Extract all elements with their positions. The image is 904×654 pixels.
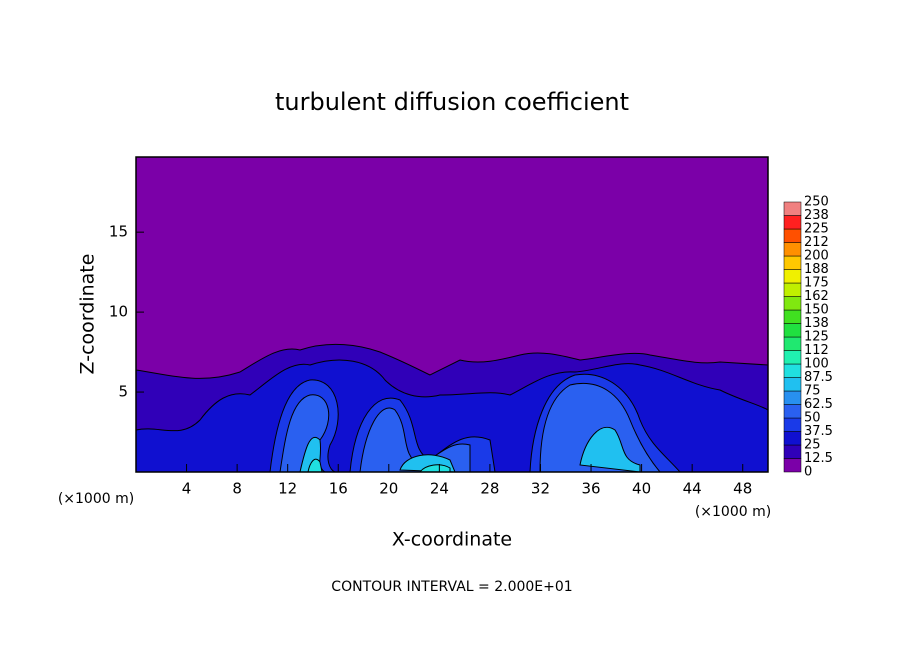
colorbar-label: 212 — [804, 235, 829, 250]
colorbar-cell — [783, 269, 802, 284]
x-tick-label: 44 — [683, 480, 702, 498]
colorbar-cell — [783, 431, 802, 446]
colorbar-label: 225 — [804, 222, 829, 237]
contour-note: CONTOUR INTERVAL = 2.000E+01 — [331, 579, 572, 595]
chart-title: turbulent diffusion coefficient — [275, 88, 629, 116]
y-unit: (×1000 m) — [58, 491, 134, 507]
y-tick-label: 10 — [109, 303, 128, 321]
colorbar-label: 62.5 — [804, 397, 833, 412]
colorbar-label: 175 — [804, 276, 829, 291]
colorbar-label: 112 — [804, 343, 829, 358]
colorbar-cell — [783, 282, 802, 297]
colorbar-cell — [783, 215, 802, 230]
colorbar-label: 0 — [804, 465, 812, 480]
x-tick-label: 36 — [581, 480, 600, 498]
colorbar-cell — [783, 201, 802, 216]
colorbar-label: 138 — [804, 316, 829, 331]
x-tick-label: 4 — [182, 480, 192, 498]
plot-frame — [135, 156, 769, 473]
x-tick-label: 32 — [531, 480, 550, 498]
x-tick-label: 48 — [733, 480, 752, 498]
colorbar-label: 250 — [804, 195, 829, 210]
colorbar-label: 150 — [804, 303, 829, 318]
colorbar-cell — [783, 242, 802, 257]
x-axis-label: X-coordinate — [392, 529, 512, 551]
colorbar-cell — [783, 336, 802, 351]
colorbar-label: 200 — [804, 249, 829, 264]
colorbar-label: 100 — [804, 357, 829, 372]
colorbar-label: 25 — [804, 438, 821, 453]
colorbar-label: 50 — [804, 411, 821, 426]
colorbar-cell — [783, 377, 802, 392]
x-unit: (×1000 m) — [695, 504, 771, 520]
contour-region — [279, 383, 662, 473]
colorbar-label: 87.5 — [804, 370, 833, 385]
colorbar-label: 188 — [804, 262, 829, 277]
x-tick-label: 24 — [430, 480, 449, 498]
x-tick-label: 16 — [329, 480, 348, 498]
colorbar-cell — [783, 404, 802, 419]
colorbar-cell — [783, 309, 802, 324]
y-axis-label: Z-coordinate — [77, 254, 99, 375]
colorbar-label: 125 — [804, 330, 829, 345]
x-tick-label: 8 — [232, 480, 242, 498]
colorbar-cell — [783, 417, 802, 432]
colorbar-cell — [783, 350, 802, 365]
colorbar-cell — [783, 444, 802, 459]
colorbar-cell — [783, 255, 802, 270]
colorbar-cell — [783, 296, 802, 311]
colorbar-cell — [783, 390, 802, 405]
colorbar-label: 162 — [804, 289, 829, 304]
x-tick-label: 12 — [278, 480, 297, 498]
contour-region — [307, 458, 451, 473]
colorbar-label: 75 — [804, 384, 821, 399]
x-tick-label: 28 — [480, 480, 499, 498]
colorbar-cell — [783, 458, 802, 473]
colorbar-label: 238 — [804, 208, 829, 223]
colorbar-cell — [783, 363, 802, 378]
x-tick-label: 20 — [379, 480, 398, 498]
colorbar-cell — [783, 228, 802, 243]
colorbar-label: 37.5 — [804, 424, 833, 439]
y-tick-label: 15 — [109, 223, 128, 241]
x-tick-label: 40 — [632, 480, 651, 498]
y-tick-label: 5 — [118, 383, 128, 401]
colorbar-cell — [783, 323, 802, 338]
colorbar-label: 12.5 — [804, 451, 833, 466]
